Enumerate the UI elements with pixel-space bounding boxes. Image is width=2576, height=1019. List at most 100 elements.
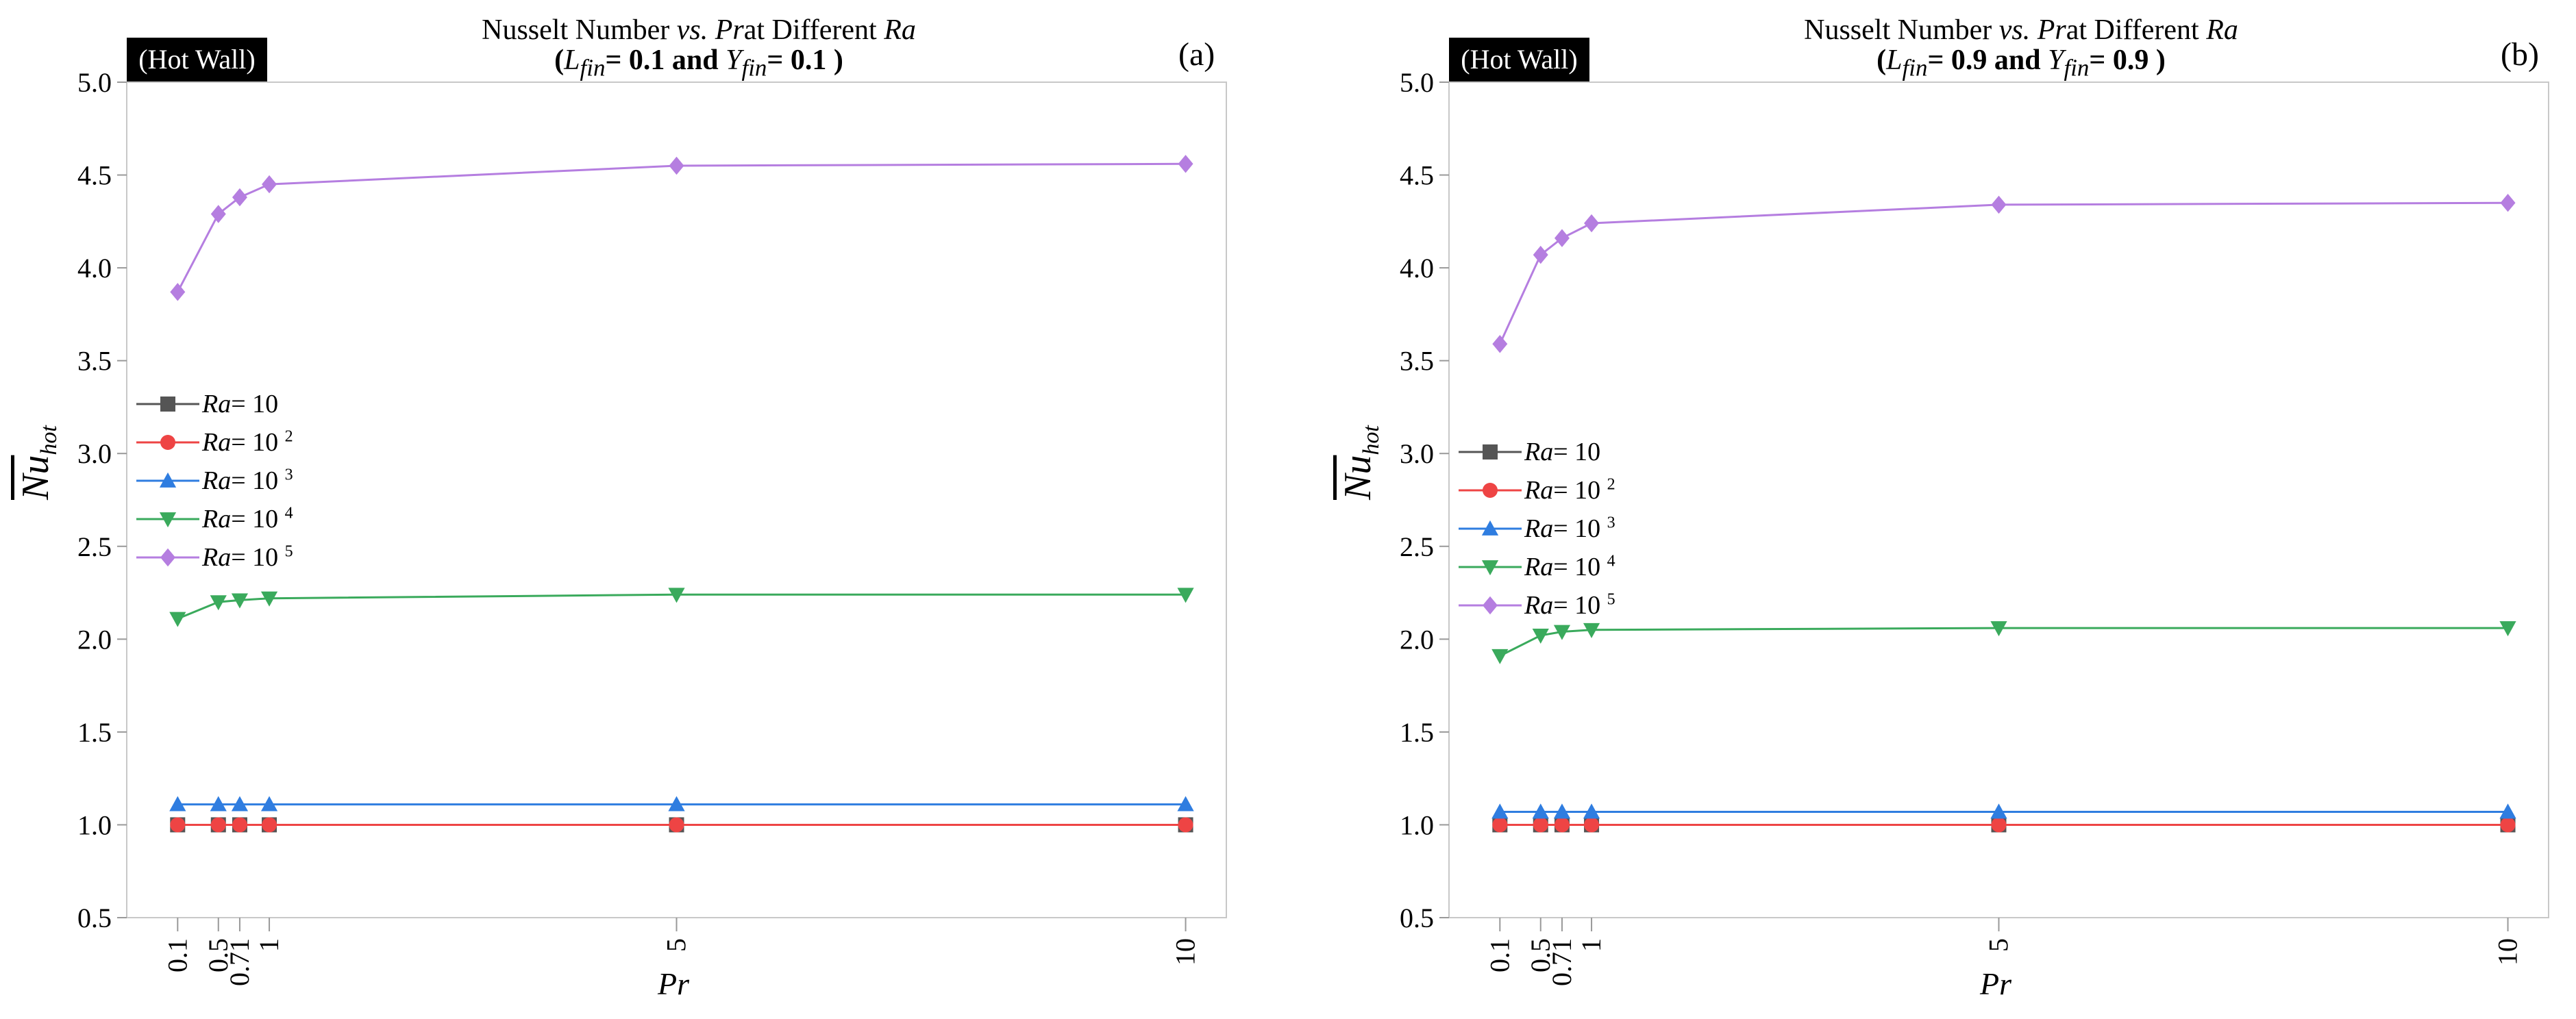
plot-area: 0.51.01.52.02.53.03.54.04.55.00.1 0.50.71… xyxy=(77,67,1227,986)
y-tick-label: 1.0 xyxy=(77,809,112,840)
x-tick-label: 1 xyxy=(253,938,284,952)
data-point xyxy=(231,593,249,609)
x-tick-label: 0.1 xyxy=(162,938,193,972)
legend-label: Ra= 10 3 xyxy=(202,466,293,495)
legend-marker xyxy=(159,512,177,528)
legend-label: Ra= 10 4 xyxy=(202,504,293,533)
data-point xyxy=(2499,803,2516,819)
data-point xyxy=(210,205,226,223)
title2-Y-sub: fin xyxy=(2064,54,2090,81)
legend-swatch xyxy=(1459,520,1522,536)
data-point xyxy=(1532,803,1549,819)
x-tick-label: 10 xyxy=(1170,938,1201,966)
y-tick-label: 3.5 xyxy=(77,346,112,377)
legend-label: Ra= 10 2 xyxy=(202,427,293,457)
data-point xyxy=(1991,817,2007,833)
data-point xyxy=(1991,195,2007,214)
data-point xyxy=(170,817,186,833)
series-line xyxy=(176,162,1186,293)
y-tick-label: 4.5 xyxy=(77,160,112,191)
legend-marker xyxy=(1483,444,1498,460)
title-text-2: at Different xyxy=(2066,14,2207,46)
data-point xyxy=(1492,335,1508,353)
title-line-1: Nusselt Number vs. Prat Different Ra xyxy=(1617,15,2425,45)
chart-title: Nusselt Number vs. Prat Different Ra (Lf… xyxy=(295,15,1103,83)
y-tick-label: 2.0 xyxy=(77,624,112,655)
y-tick-label: 4.5 xyxy=(1400,160,1434,191)
legend-marker xyxy=(1483,596,1498,615)
data-point xyxy=(232,188,247,207)
data-point xyxy=(231,796,249,812)
legend-swatch xyxy=(136,397,199,412)
title2-mid: = 0.1 and xyxy=(605,45,726,76)
legend-marker xyxy=(160,548,175,567)
title-text: Nusselt Number xyxy=(1804,14,1999,46)
y-tick-label: 1.5 xyxy=(77,717,112,748)
y-tick-label: 2.5 xyxy=(77,531,112,562)
y-axis-label: Nuhot xyxy=(1337,425,1385,500)
y-tick-label: 0.5 xyxy=(1400,903,1434,933)
legend-swatch xyxy=(1459,560,1522,576)
y-axis-label: Nuhot xyxy=(14,425,62,500)
legend-label: Ra= 10 2 xyxy=(1524,475,1615,505)
series-line xyxy=(1498,201,2508,344)
data-point xyxy=(1990,803,2007,819)
x-axis-label: Pr xyxy=(658,966,689,1001)
series-line xyxy=(177,593,1186,620)
title-pr: Pr xyxy=(715,14,744,46)
title2-open: ( xyxy=(554,45,565,76)
data-point xyxy=(169,796,186,812)
data-point xyxy=(210,595,227,611)
data-point xyxy=(2500,817,2516,833)
data-point xyxy=(262,817,277,833)
legend-swatch xyxy=(136,472,199,488)
title-text-2: at Different xyxy=(743,14,884,46)
title2-Y: Y xyxy=(2048,45,2064,76)
title-ra: Ra xyxy=(2206,14,2238,46)
title2-L: L xyxy=(564,45,580,76)
x-tick-label: 10 xyxy=(2492,938,2523,966)
title2-end: = 0.1 ) xyxy=(767,45,843,76)
data-point xyxy=(1533,817,1548,833)
plot-area: 0.51.01.52.02.53.03.54.04.55.00.1 0.50.71… xyxy=(1400,67,2549,986)
y-tick-label: 3.5 xyxy=(1400,346,1434,377)
data-point xyxy=(1583,622,1600,638)
data-point xyxy=(1583,803,1600,819)
y-tick-label: 5.0 xyxy=(77,67,112,98)
legend-label: Ra= 10 xyxy=(202,390,279,418)
title2-Y-sub: fin xyxy=(741,54,767,81)
legend-swatch xyxy=(136,435,199,450)
data-point xyxy=(1990,621,2007,637)
data-point xyxy=(260,796,278,812)
data-point xyxy=(1491,803,1509,819)
panel-letter: (a) xyxy=(1178,36,1215,73)
legend-marker xyxy=(159,472,177,488)
title-line-1: Nusselt Number vs. Prat Different Ra xyxy=(295,15,1103,45)
chart-panel-b: (Hot Wall) Nusselt Number vs. Prat Diffe… xyxy=(1322,0,2576,1019)
data-point xyxy=(1553,625,1571,640)
legend-marker xyxy=(1481,560,1499,576)
data-point xyxy=(1178,155,1193,173)
data-point xyxy=(668,588,685,603)
data-point xyxy=(1554,229,1570,247)
x-tick-label: 0.5 xyxy=(203,938,234,972)
y-tick-label: 2.0 xyxy=(1400,624,1434,655)
data-point xyxy=(1177,796,1194,812)
hot-wall-tag: (Hot Wall) xyxy=(1449,38,1589,81)
chart-panel-a: (Hot Wall) Nusselt Number vs. Prat Diffe… xyxy=(14,15,1227,1001)
title-line-2: (Lfin= 0.9 and Yfin= 0.9 ) xyxy=(1617,45,2425,83)
legend-marker xyxy=(1483,483,1498,498)
data-point xyxy=(170,283,186,301)
panel-letter: (b) xyxy=(2501,36,2539,73)
data-point xyxy=(1553,803,1571,819)
y-tick-label: 2.5 xyxy=(1400,531,1434,562)
x-tick-label: 1 xyxy=(1576,938,1607,952)
title2-L-sub: fin xyxy=(580,54,606,81)
legend-label: Ra= 10 xyxy=(1524,438,1601,466)
legend-label: Ra= 10 3 xyxy=(1524,514,1615,543)
data-point xyxy=(210,817,226,833)
y-tick-label: 0.5 xyxy=(77,903,112,933)
legend-marker xyxy=(1481,520,1499,536)
chart-title: Nusselt Number vs. Prat Different Ra (Lf… xyxy=(1617,15,2425,83)
data-point xyxy=(260,591,278,607)
